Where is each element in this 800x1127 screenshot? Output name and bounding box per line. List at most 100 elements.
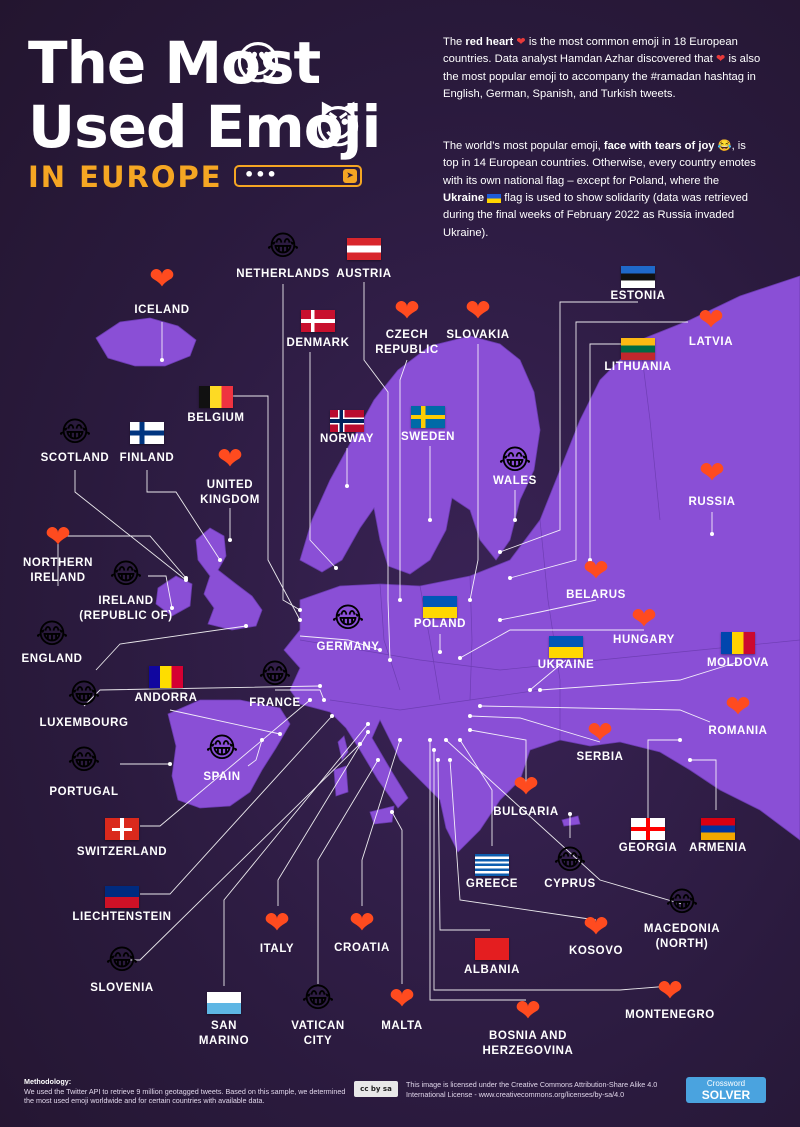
country-label-bulgaria: BULGARIA	[493, 806, 559, 818]
country-label-norway: NORWAY	[319, 433, 375, 445]
country-label-czech-republic: CZECH REPUBLIC	[375, 329, 439, 356]
austria-flag-icon	[347, 238, 381, 260]
intro-paragraph-1: The red heart ❤ is the most common emoji…	[443, 36, 761, 101]
country-label-ukraine: UKRAINE	[537, 659, 595, 671]
heart-icon: ❤	[725, 689, 751, 725]
country-label-england: ENGLAND	[21, 653, 83, 665]
armenia-flag-icon	[701, 818, 735, 840]
scandinavia-shape	[299, 335, 541, 575]
country-label-slovakia: SLOVAKIA	[446, 329, 510, 341]
country-label-luxembourg: LUXEMBOURG	[39, 717, 129, 729]
country-label-moldova: MOLDOVA	[706, 657, 770, 669]
title-line-1: The Most 😍	[28, 29, 321, 97]
heart-icon: ❤	[631, 601, 657, 637]
sanmarino-flag-icon	[207, 992, 241, 1014]
ukraine-flag-icon	[487, 193, 502, 203]
ukraine-flag-icon	[423, 596, 457, 618]
country-label-northern-ireland: NORTHERN IRELAND	[23, 557, 93, 584]
heart-icon: ❤	[716, 53, 726, 66]
country-label-andorra: ANDORRA	[134, 692, 198, 704]
country-label-united-kingdom: UNITED KINGDOM	[200, 479, 260, 506]
title-line-2: Used Emoji 😈	[28, 93, 381, 161]
country-label-austria: AUSTRIA	[336, 268, 392, 280]
country-label-poland: POLAND	[413, 618, 467, 630]
ireland-shape	[155, 575, 193, 617]
heart-icon: ❤	[583, 553, 609, 589]
belgium-flag-icon	[199, 386, 233, 408]
heart-icon: ❤	[516, 36, 526, 48]
moldova-flag-icon	[721, 632, 755, 654]
finland-flag-icon	[130, 422, 164, 444]
send-icon: ➤	[343, 169, 357, 183]
estonia-flag-icon	[621, 266, 655, 288]
country-label-romania: ROMANIA	[708, 725, 768, 737]
country-label-finland: FINLAND	[119, 452, 175, 464]
sweden-flag-icon	[411, 406, 445, 428]
country-label-armenia: ARMENIA	[689, 842, 747, 854]
country-label-slovenia: SLOVENIA	[90, 982, 154, 994]
heart-icon: ❤	[657, 973, 683, 1009]
cyprus-shape	[561, 815, 581, 827]
ukraine-flag-icon	[549, 636, 583, 658]
country-label-malta: MALTA	[381, 1020, 423, 1032]
heart-icon: ❤	[149, 261, 175, 297]
joy-icon: 😂	[301, 981, 335, 1014]
country-label-latvia: LATVIA	[688, 336, 734, 348]
country-label-bosnia-and-herzegovina: BOSNIA AND HERZEGOVINA	[482, 1030, 574, 1057]
country-label-ireland-republic-of: IRELAND (REPUBLIC OF)	[79, 595, 173, 622]
country-label-france: FRANCE	[249, 697, 301, 709]
ellipsis-icon: •••	[244, 165, 278, 184]
joy-icon: 😂	[105, 943, 139, 976]
country-label-liechtenstein: LIECHTENSTEIN	[72, 911, 172, 923]
country-label-estonia: ESTONIA	[610, 290, 666, 302]
joy-icon: 😂	[331, 601, 365, 634]
joy-icon: 😂	[67, 743, 101, 776]
country-label-netherlands: NETHERLANDS	[236, 268, 330, 280]
joy-icon: 😂	[109, 557, 143, 590]
country-label-hungary: HUNGARY	[613, 634, 675, 646]
methodology: Methodology: We used the Twitter API to …	[24, 1077, 346, 1106]
country-label-greece: GREECE	[465, 878, 519, 890]
location-dots	[160, 358, 714, 816]
joy-icon: 😂	[35, 617, 69, 650]
country-label-russia: RUSSIA	[688, 496, 736, 508]
joy-icon: 😂	[67, 677, 101, 710]
switzerland-flag-icon	[105, 818, 139, 840]
joy-icon: 😂	[498, 443, 532, 476]
sicily-shape	[369, 805, 395, 825]
intro-paragraph-2: The world’s most popular emoji, face wit…	[443, 140, 756, 239]
albania-flag-icon	[475, 938, 509, 960]
mainland-europe-shape	[283, 275, 800, 853]
heart-eyes-icon: 😍	[234, 36, 282, 90]
country-label-denmark: DENMARK	[286, 337, 350, 349]
joy-icon: 😂	[258, 657, 292, 690]
leader-lines	[57, 282, 739, 1001]
corsica-shape	[337, 735, 349, 761]
heart-icon: ❤	[587, 715, 613, 751]
liechtenstein-flag-icon	[105, 886, 139, 908]
country-label-cyprus: CYPRUS	[544, 878, 596, 890]
heart-icon: ❤	[389, 981, 415, 1017]
country-label-albania: ALBANIA	[464, 964, 520, 976]
heart-icon: ❤	[583, 909, 609, 945]
andorra-flag-icon	[149, 666, 183, 688]
country-label-belgium: BELGIUM	[187, 412, 245, 424]
iberia-shape	[167, 699, 291, 809]
country-label-lithuania: LITHUANIA	[604, 361, 672, 373]
country-label-iceland: ICELAND	[134, 304, 190, 316]
heart-icon: ❤	[699, 455, 725, 491]
joy-icon: 😂	[665, 885, 699, 918]
country-label-italy: ITALY	[259, 943, 295, 955]
heart-icon: ❤	[513, 769, 539, 805]
joy-icon: 😂	[553, 843, 587, 876]
country-label-georgia: GEORGIA	[618, 842, 678, 854]
country-label-vatican-city: VATICAN CITY	[291, 1020, 345, 1047]
joy-icon: 😂	[717, 140, 732, 152]
great-britain-shape	[195, 527, 263, 631]
country-label-wales: WALES	[493, 475, 537, 487]
devil-icon: 😈	[314, 100, 362, 154]
greece-flag-icon	[475, 854, 509, 876]
country-label-croatia: CROATIA	[334, 942, 390, 954]
